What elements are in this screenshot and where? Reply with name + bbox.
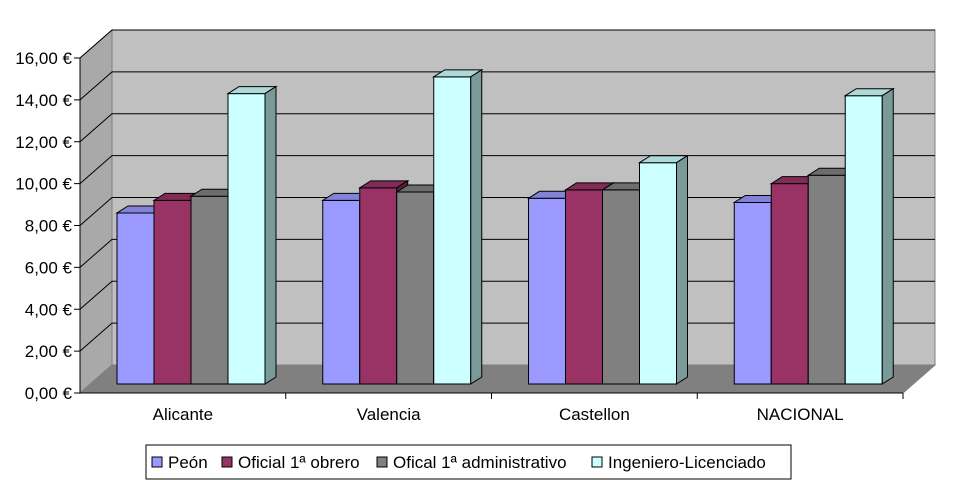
y-tick-label: 8,00 €	[25, 217, 73, 236]
gridline	[79, 113, 935, 143]
bar-front	[322, 199, 361, 385]
bar	[432, 68, 484, 385]
bar-front	[153, 199, 192, 385]
y-tick-label: 2,00 €	[25, 342, 73, 361]
legend-label: Peón	[168, 453, 208, 472]
bar-front	[116, 212, 155, 385]
bar-front	[190, 195, 229, 385]
y-tick-label: 14,00 €	[15, 91, 72, 110]
x-tick-label: NACIONAL	[757, 405, 844, 424]
bar-side	[881, 87, 894, 385]
legend-label: Ofical 1ª administrativo	[393, 453, 567, 472]
legend-swatch	[151, 456, 163, 468]
bar-front	[227, 93, 266, 385]
bar-front	[359, 187, 398, 385]
bar-front	[807, 174, 846, 385]
y-tick-label: 0,00 €	[25, 384, 73, 403]
x-tick-label: Castellon	[559, 405, 630, 424]
bar-front	[602, 189, 640, 385]
legend-label: Ingeniero-Licenciado	[608, 453, 766, 472]
gridline	[79, 71, 935, 101]
bar-side	[470, 68, 483, 385]
x-axis: Alicante Valencia Castellon NACIONAL	[80, 392, 904, 424]
bar-side	[264, 85, 277, 385]
y-tick-label: 10,00 €	[15, 175, 72, 194]
x-tick-label: Alicante	[153, 405, 213, 424]
bar-front	[770, 183, 809, 385]
bar-front	[844, 95, 883, 385]
bars	[115, 68, 895, 385]
bar-front	[528, 197, 566, 385]
bar-front	[733, 201, 772, 385]
legend-swatch	[221, 456, 233, 468]
bar-front	[565, 189, 603, 385]
y-tick-label: 4,00 €	[25, 300, 73, 319]
x-tick-label: Valencia	[357, 405, 421, 424]
y-tick-label: 6,00 €	[25, 258, 73, 277]
bar	[637, 154, 690, 385]
y-tick-label: 16,00 €	[15, 49, 72, 68]
bar-side	[676, 154, 688, 385]
legend-swatch	[376, 456, 388, 468]
legend-swatch	[591, 456, 603, 468]
y-tick-label: 12,00 €	[15, 133, 72, 152]
y-axis-ticks: 0,00 € 2,00 € 4,00 € 6,00 € 8,00 € 10,00 € 12,…	[15, 49, 81, 403]
bar-front	[639, 162, 677, 385]
bar-front	[396, 191, 435, 385]
legend: Peón Oficial 1ª obrero Ofical 1ª administr…	[145, 444, 792, 480]
gridline	[79, 29, 935, 59]
bar	[226, 85, 278, 385]
bar	[843, 87, 895, 385]
legend-box	[145, 444, 792, 480]
bar-front	[433, 76, 472, 385]
legend-label: Oficial 1ª obrero	[238, 453, 360, 472]
